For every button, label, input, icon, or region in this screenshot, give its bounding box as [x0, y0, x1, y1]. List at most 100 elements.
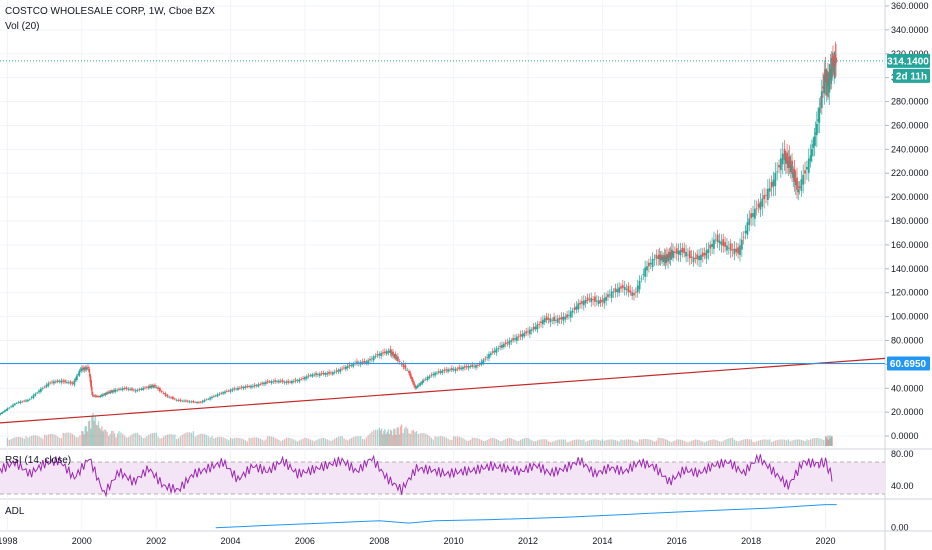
- candle-body: [38, 390, 40, 393]
- volume-bar: [425, 433, 427, 446]
- candle-body: [575, 306, 578, 310]
- candle-body: [515, 336, 518, 341]
- candle-body: [804, 170, 806, 174]
- volume-bar: [31, 435, 33, 446]
- volume-bar: [640, 439, 643, 446]
- candle-body: [361, 361, 364, 363]
- volume-bar: [566, 442, 568, 446]
- volume-bar: [106, 431, 108, 446]
- candle-body: [582, 300, 585, 306]
- volume-bar: [296, 441, 299, 446]
- volume-bar: [612, 439, 615, 446]
- candle-body: [324, 373, 327, 375]
- chart-title[interactable]: COSTCO WHOLESALE CORP, 1W, Cboe BZX: [5, 6, 215, 17]
- candle-body: [304, 377, 306, 380]
- candle-body: [449, 369, 451, 371]
- volume-bar: [386, 431, 388, 446]
- volume-bar: [711, 439, 713, 446]
- volume-bar: [265, 439, 267, 446]
- volume-bar: [672, 441, 674, 446]
- candle-body: [313, 374, 316, 376]
- candle-body: [132, 389, 135, 391]
- candle-body: [116, 389, 119, 391]
- candle-body: [784, 156, 787, 164]
- volume-bar: [164, 435, 167, 446]
- candle-body: [703, 252, 706, 256]
- volume-bar: [479, 439, 481, 446]
- candle-body: [768, 187, 771, 192]
- candle-body: [97, 396, 99, 398]
- candle-body: [633, 293, 635, 296]
- candle-body: [501, 344, 503, 348]
- volume-bar: [765, 439, 767, 446]
- candle-body: [237, 387, 239, 390]
- volume-bar: [207, 436, 209, 446]
- candle-body: [555, 319, 557, 321]
- volume-bar: [531, 440, 533, 446]
- candle-body: [475, 365, 477, 368]
- candle-body: [370, 358, 373, 360]
- volume-bar: [392, 435, 394, 446]
- candle-body: [530, 329, 533, 331]
- volume-bar: [102, 431, 104, 446]
- volume-bar: [179, 436, 182, 446]
- candle-body: [809, 155, 812, 162]
- candle-body: [394, 354, 397, 359]
- candle-body: [374, 356, 377, 358]
- candle-body: [473, 365, 476, 367]
- candle-body: [454, 368, 457, 372]
- trendline[interactable]: [0, 357, 886, 424]
- adl-tick-label: 0.00: [891, 523, 909, 533]
- volume-bar: [516, 441, 518, 446]
- candle-body: [683, 248, 686, 254]
- candle-body: [47, 383, 50, 386]
- adl-indicator-label[interactable]: ADL: [5, 506, 25, 517]
- candle-body: [376, 354, 379, 356]
- rsi-indicator-label[interactable]: RSI (14, close): [5, 455, 71, 466]
- volume-bar: [609, 439, 611, 446]
- volume-bar: [666, 440, 669, 446]
- volume-bar: [335, 437, 338, 446]
- volume-bar: [32, 435, 35, 446]
- volume-bar: [259, 438, 261, 446]
- candle-body: [414, 385, 417, 389]
- volume-bar: [785, 440, 788, 446]
- volume-bar: [109, 433, 111, 446]
- volume-bar: [795, 439, 797, 446]
- volume-bar: [421, 432, 423, 446]
- volume-indicator-label[interactable]: Vol (20): [5, 21, 39, 32]
- volume-bar: [538, 439, 540, 446]
- candle-body: [110, 390, 113, 392]
- volume-bar: [229, 437, 232, 446]
- volume-bar: [51, 433, 53, 446]
- volume-bar: [326, 439, 328, 446]
- volume-bar: [551, 441, 553, 446]
- volume-bar: [499, 441, 501, 446]
- volume-bar: [29, 436, 31, 446]
- candle-body: [240, 386, 243, 388]
- volume-bar: [168, 434, 170, 446]
- candle-body: [677, 250, 680, 255]
- candle-body: [599, 299, 602, 304]
- candle-body: [573, 307, 576, 310]
- volume-bar: [681, 440, 684, 446]
- volume-bar: [573, 439, 576, 446]
- candle-body: [564, 316, 567, 320]
- candle-body: [337, 370, 340, 372]
- time-axis[interactable]: 1998 2000 2002 2004 2006 2008 2010 2012 2014 2016…: [0, 536, 836, 546]
- candle-body: [235, 388, 238, 390]
- candle-body: [687, 254, 689, 256]
- candle-body: [166, 394, 169, 397]
- candle-body: [119, 388, 122, 390]
- volume-bar: [486, 439, 488, 446]
- candle-body: [335, 370, 338, 372]
- volume-bar: [252, 437, 254, 446]
- volume-bar: [75, 437, 77, 446]
- volume-bar: [793, 439, 795, 446]
- price-tick-label: 340.0000: [891, 25, 929, 35]
- volume-bar: [592, 439, 594, 446]
- candle-body: [88, 368, 91, 373]
- candle-body: [363, 361, 366, 363]
- volume-bar: [705, 441, 708, 446]
